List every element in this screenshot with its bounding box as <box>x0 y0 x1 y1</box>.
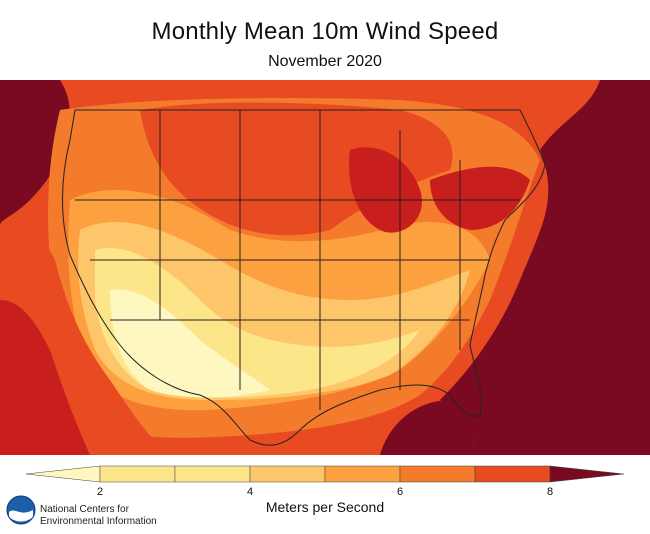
great-lakes-high-wind-region <box>349 147 422 233</box>
legend-swatch-above-8 <box>549 465 625 483</box>
legend-units-label: Meters per Second <box>265 499 385 515</box>
gulf-high-wind-region <box>380 400 474 455</box>
legend-tick-label: 4 <box>246 486 254 498</box>
map-subtitle: November 2020 <box>268 53 382 70</box>
wind-speed-map <box>0 80 650 455</box>
organization-name-line1: National Centers for <box>40 504 129 515</box>
us-outline <box>62 109 546 446</box>
organization-name: National Centers for Environmental Infor… <box>40 504 157 528</box>
legend-tick-label: 8 <box>546 486 554 498</box>
noaa-logo-icon <box>6 495 36 525</box>
legend-swatch-5-6 <box>324 465 401 483</box>
pacific-coast-outer-band <box>0 300 90 455</box>
legend-swatch-6-7 <box>399 465 476 483</box>
color-legend-bar <box>0 460 650 500</box>
organization-name-line2: Environmental Information <box>40 516 157 527</box>
legend-tick-label: 6 <box>396 486 404 498</box>
legend-swatch-7-8 <box>474 465 551 483</box>
pacific-high-wind-region <box>0 80 70 225</box>
land-region-pale-yellow <box>110 289 270 398</box>
legend-swatch-below-2 <box>25 465 101 483</box>
legend-swatch-4-5 <box>249 465 326 483</box>
legend-swatch-3-4 <box>174 465 251 483</box>
atlantic-high-wind-region <box>440 80 650 455</box>
legend-swatch-2-3 <box>99 465 176 483</box>
northeast-high-wind-region <box>430 166 530 230</box>
legend-tick-label: 2 <box>96 486 104 498</box>
map-title: Monthly Mean 10m Wind Speed <box>151 18 499 45</box>
